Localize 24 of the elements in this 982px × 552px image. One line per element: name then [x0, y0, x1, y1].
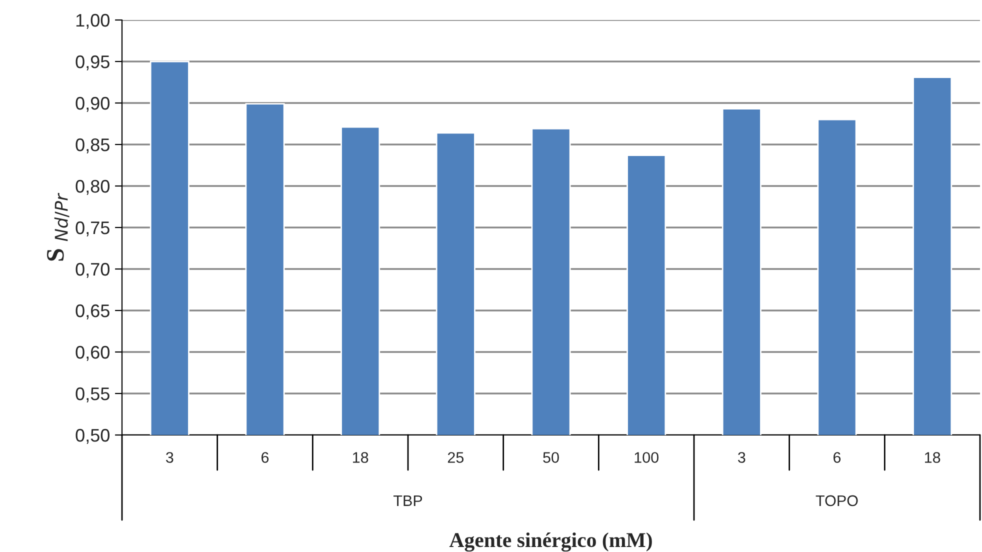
- x-tick-label: 100: [634, 452, 658, 463]
- x-axis-title: Agente sinérgico (mM): [449, 532, 652, 552]
- x-tick-label: 6: [834, 452, 841, 463]
- text: TOPO: [816, 495, 858, 506]
- y-tick-label: 0,70: [76, 262, 110, 278]
- y-tick-label: 1,00: [76, 14, 110, 29]
- x-tick-label: 50: [543, 452, 559, 463]
- y-tick-label: 0,95: [76, 55, 110, 70]
- y-axis-title: S $_{Nd/Pr}$: [47, 192, 70, 261]
- text: TBP: [393, 495, 422, 506]
- x-tick-label: 3: [166, 452, 174, 463]
- x-tick-label: 18: [925, 452, 940, 463]
- y-tick-label: 0,80: [76, 180, 110, 195]
- y-tick-label: 0,65: [76, 304, 110, 320]
- y-tick-label: 0,50: [76, 428, 110, 444]
- y-tick-label: 0,85: [76, 138, 110, 154]
- x-tick-label: 6: [262, 452, 269, 463]
- y-tick-label: 0,55: [76, 387, 110, 402]
- x-tick-label: 18: [353, 452, 368, 463]
- y-tick-label: 0,75: [76, 221, 110, 236]
- y-tick-label: 0,60: [76, 346, 110, 361]
- x-tick-label: 25: [448, 452, 464, 463]
- y-tick-label: 0,90: [76, 96, 110, 112]
- x-tick-label: 3: [738, 452, 746, 463]
